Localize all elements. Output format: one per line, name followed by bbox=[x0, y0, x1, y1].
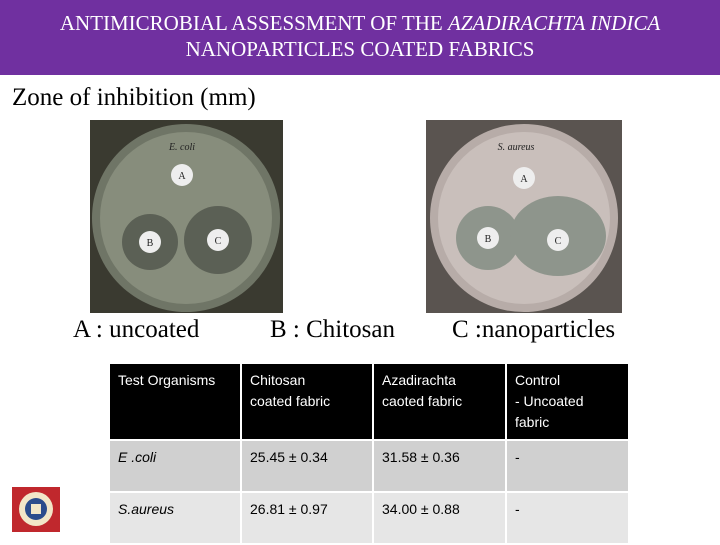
header: ANTIMICROBIAL ASSESSMENT OF THE AZADIRAC… bbox=[0, 0, 720, 75]
subtitle: Zone of inhibition (mm) bbox=[12, 84, 256, 111]
disk-label: B bbox=[147, 238, 154, 249]
header-cell: Azadirachta caoted fabric bbox=[372, 362, 507, 441]
cell: 26.81 ± 0.97 bbox=[240, 491, 374, 545]
title-italic: AZADIRACHTA INDICA bbox=[448, 11, 661, 35]
petri-image: E. coli A B C bbox=[90, 120, 283, 313]
title: ANTIMICROBIAL ASSESSMENT OF THE bbox=[59, 11, 443, 35]
title: NANOPARTICLES COATED FABRICS bbox=[185, 37, 535, 61]
cell: 25.45 ± 0.34 bbox=[240, 439, 374, 493]
cell: - bbox=[505, 491, 630, 545]
logo bbox=[12, 487, 60, 532]
organism-label: S. aureus bbox=[498, 142, 535, 153]
cell: 31.58 ± 0.36 bbox=[372, 439, 507, 493]
legend-item: C :nanoparticles bbox=[452, 316, 616, 343]
cell: 34.00 ± 0.88 bbox=[372, 491, 507, 545]
header-cell: Chitosan coated fabric bbox=[240, 362, 374, 441]
header-cell: Test Organisms bbox=[108, 362, 242, 441]
disk-label: A bbox=[178, 171, 186, 182]
cell: S.aureus bbox=[108, 491, 242, 545]
disk-label: C bbox=[215, 236, 222, 247]
cell: E .coli bbox=[108, 439, 242, 493]
results-table: Test Organisms Chitosan coated fabric Az… bbox=[108, 362, 630, 545]
organism-label: E. coli bbox=[168, 142, 195, 153]
legend-item: B : Chitosan bbox=[270, 316, 396, 343]
legend-item: A : uncoated bbox=[73, 316, 200, 343]
disk-label: C bbox=[555, 236, 562, 247]
header-cell: Control - Uncoated fabric bbox=[505, 362, 630, 441]
petri-image: S. aureus A B C bbox=[426, 120, 622, 313]
disk-label: B bbox=[485, 234, 492, 245]
disk-label: A bbox=[520, 174, 528, 185]
cell: - bbox=[505, 439, 630, 493]
